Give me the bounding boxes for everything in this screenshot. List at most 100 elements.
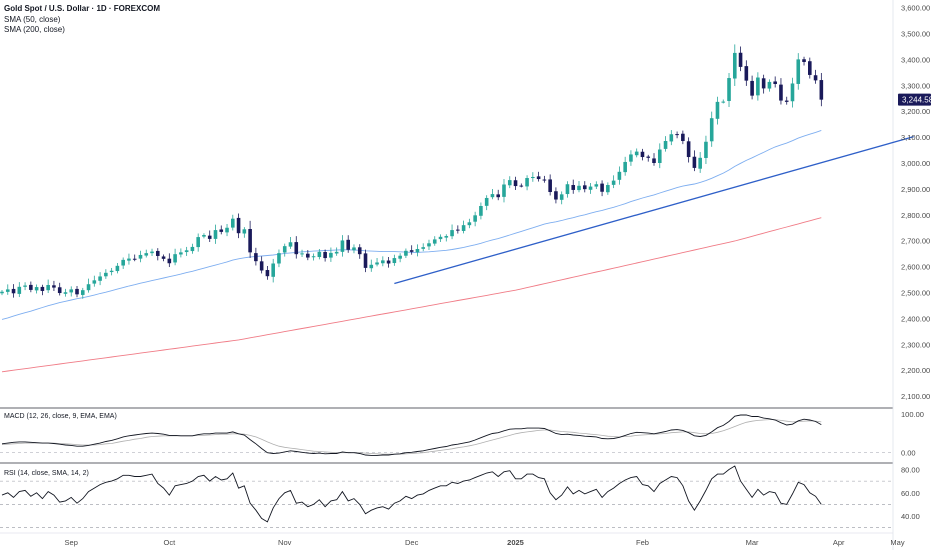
candle-body (721, 101, 726, 103)
candle-body (502, 184, 506, 197)
candle-body (802, 59, 806, 62)
macd-line (1, 414, 822, 456)
grid (0, 0, 894, 550)
candle-body (761, 78, 766, 89)
candle-body (732, 52, 737, 79)
candle-body (207, 235, 212, 239)
candle-body (704, 141, 708, 158)
candle-body (681, 133, 685, 141)
sma200-legend: SMA (200, close) (4, 25, 65, 34)
candle-body (138, 254, 143, 259)
x-tick-label: May (890, 538, 904, 547)
candle-body (86, 284, 91, 291)
candle-body (132, 258, 137, 260)
x-tick-label: Nov (278, 538, 292, 547)
main-pane[interactable] (0, 44, 914, 373)
candle-body (202, 235, 206, 237)
candle-body (236, 217, 241, 234)
rsi-line (1, 465, 822, 523)
x-tick-label: Oct (163, 538, 176, 547)
candle-body (46, 284, 50, 291)
candle-body (779, 84, 783, 101)
candle-body (92, 280, 97, 284)
candle-body (542, 179, 547, 181)
candle-body (254, 253, 258, 262)
candle-body (57, 287, 62, 294)
candle-body (490, 194, 495, 198)
candle-body (611, 180, 616, 185)
candle-body (52, 285, 56, 288)
sma200-line (1, 217, 822, 373)
price-badge: 3,244.58 (898, 93, 932, 106)
candle-body (525, 178, 529, 187)
candle-body (461, 225, 466, 231)
candle-body (756, 77, 760, 96)
candle-body (375, 262, 379, 265)
candle-body (727, 78, 731, 101)
candle-body (323, 251, 327, 259)
candle-body (606, 185, 610, 193)
y-tick-label: 3,300.00 (901, 81, 930, 90)
candle-body (115, 265, 120, 272)
candle-body (577, 185, 581, 191)
candle-body (692, 156, 697, 168)
candle-body (213, 230, 218, 239)
candle-body (669, 134, 674, 142)
y-tick-label: 3,200.00 (901, 107, 930, 116)
rsi-pane[interactable] (0, 465, 893, 528)
candle-body (127, 258, 131, 261)
candle-body (155, 250, 160, 256)
candle-body (738, 52, 743, 67)
candle-body (98, 276, 102, 281)
candle-body (75, 288, 79, 295)
candle-body (167, 258, 172, 264)
candle-body (519, 185, 524, 187)
y-tick-label: 2,600.00 (901, 263, 930, 272)
candle-body (473, 215, 477, 222)
candle-body (109, 270, 114, 273)
candle-body (629, 154, 633, 162)
candle-body (484, 197, 489, 206)
candle-body (242, 229, 247, 234)
candle-body (531, 176, 535, 179)
candle-body (588, 186, 593, 190)
candle-body (657, 149, 662, 163)
candle-body (813, 75, 818, 81)
candle-body (173, 254, 177, 263)
candle-body (23, 285, 27, 287)
y-tick-label: 2,800.00 (901, 211, 930, 220)
candle-body (496, 194, 501, 198)
candle-body (386, 260, 391, 264)
rsi-y-tick-label: 60.00 (901, 489, 920, 498)
candle-body (709, 118, 714, 142)
macd-signal-line (1, 419, 822, 455)
candle-body (340, 240, 345, 252)
candle-body (306, 253, 310, 258)
candle-body (467, 222, 472, 226)
candle-body (248, 228, 252, 253)
candle-body (294, 242, 299, 255)
candle-body (271, 263, 275, 277)
macd-y-tick-label: 0.00 (901, 448, 916, 457)
candle-body (29, 284, 33, 290)
candle-body (686, 141, 691, 158)
y-tick-label: 3,500.00 (901, 29, 930, 38)
candle-body (334, 251, 339, 254)
candle-body (438, 236, 443, 240)
candle-body (357, 247, 362, 255)
candle-body (190, 246, 195, 252)
candle-body (750, 80, 754, 96)
candle-body (409, 250, 414, 252)
price-badge-text: 3,244.58 (902, 96, 932, 105)
candle-body (40, 286, 45, 291)
candle-body (0, 291, 4, 294)
x-tick-label: Dec (405, 538, 419, 547)
macd-y-tick-label: 100.00 (901, 410, 924, 419)
candle-body (300, 253, 304, 255)
candle-body (548, 179, 552, 193)
macd-pane[interactable] (0, 414, 893, 456)
y-tick-label: 3,100.00 (901, 133, 930, 142)
candle-body (554, 191, 558, 200)
